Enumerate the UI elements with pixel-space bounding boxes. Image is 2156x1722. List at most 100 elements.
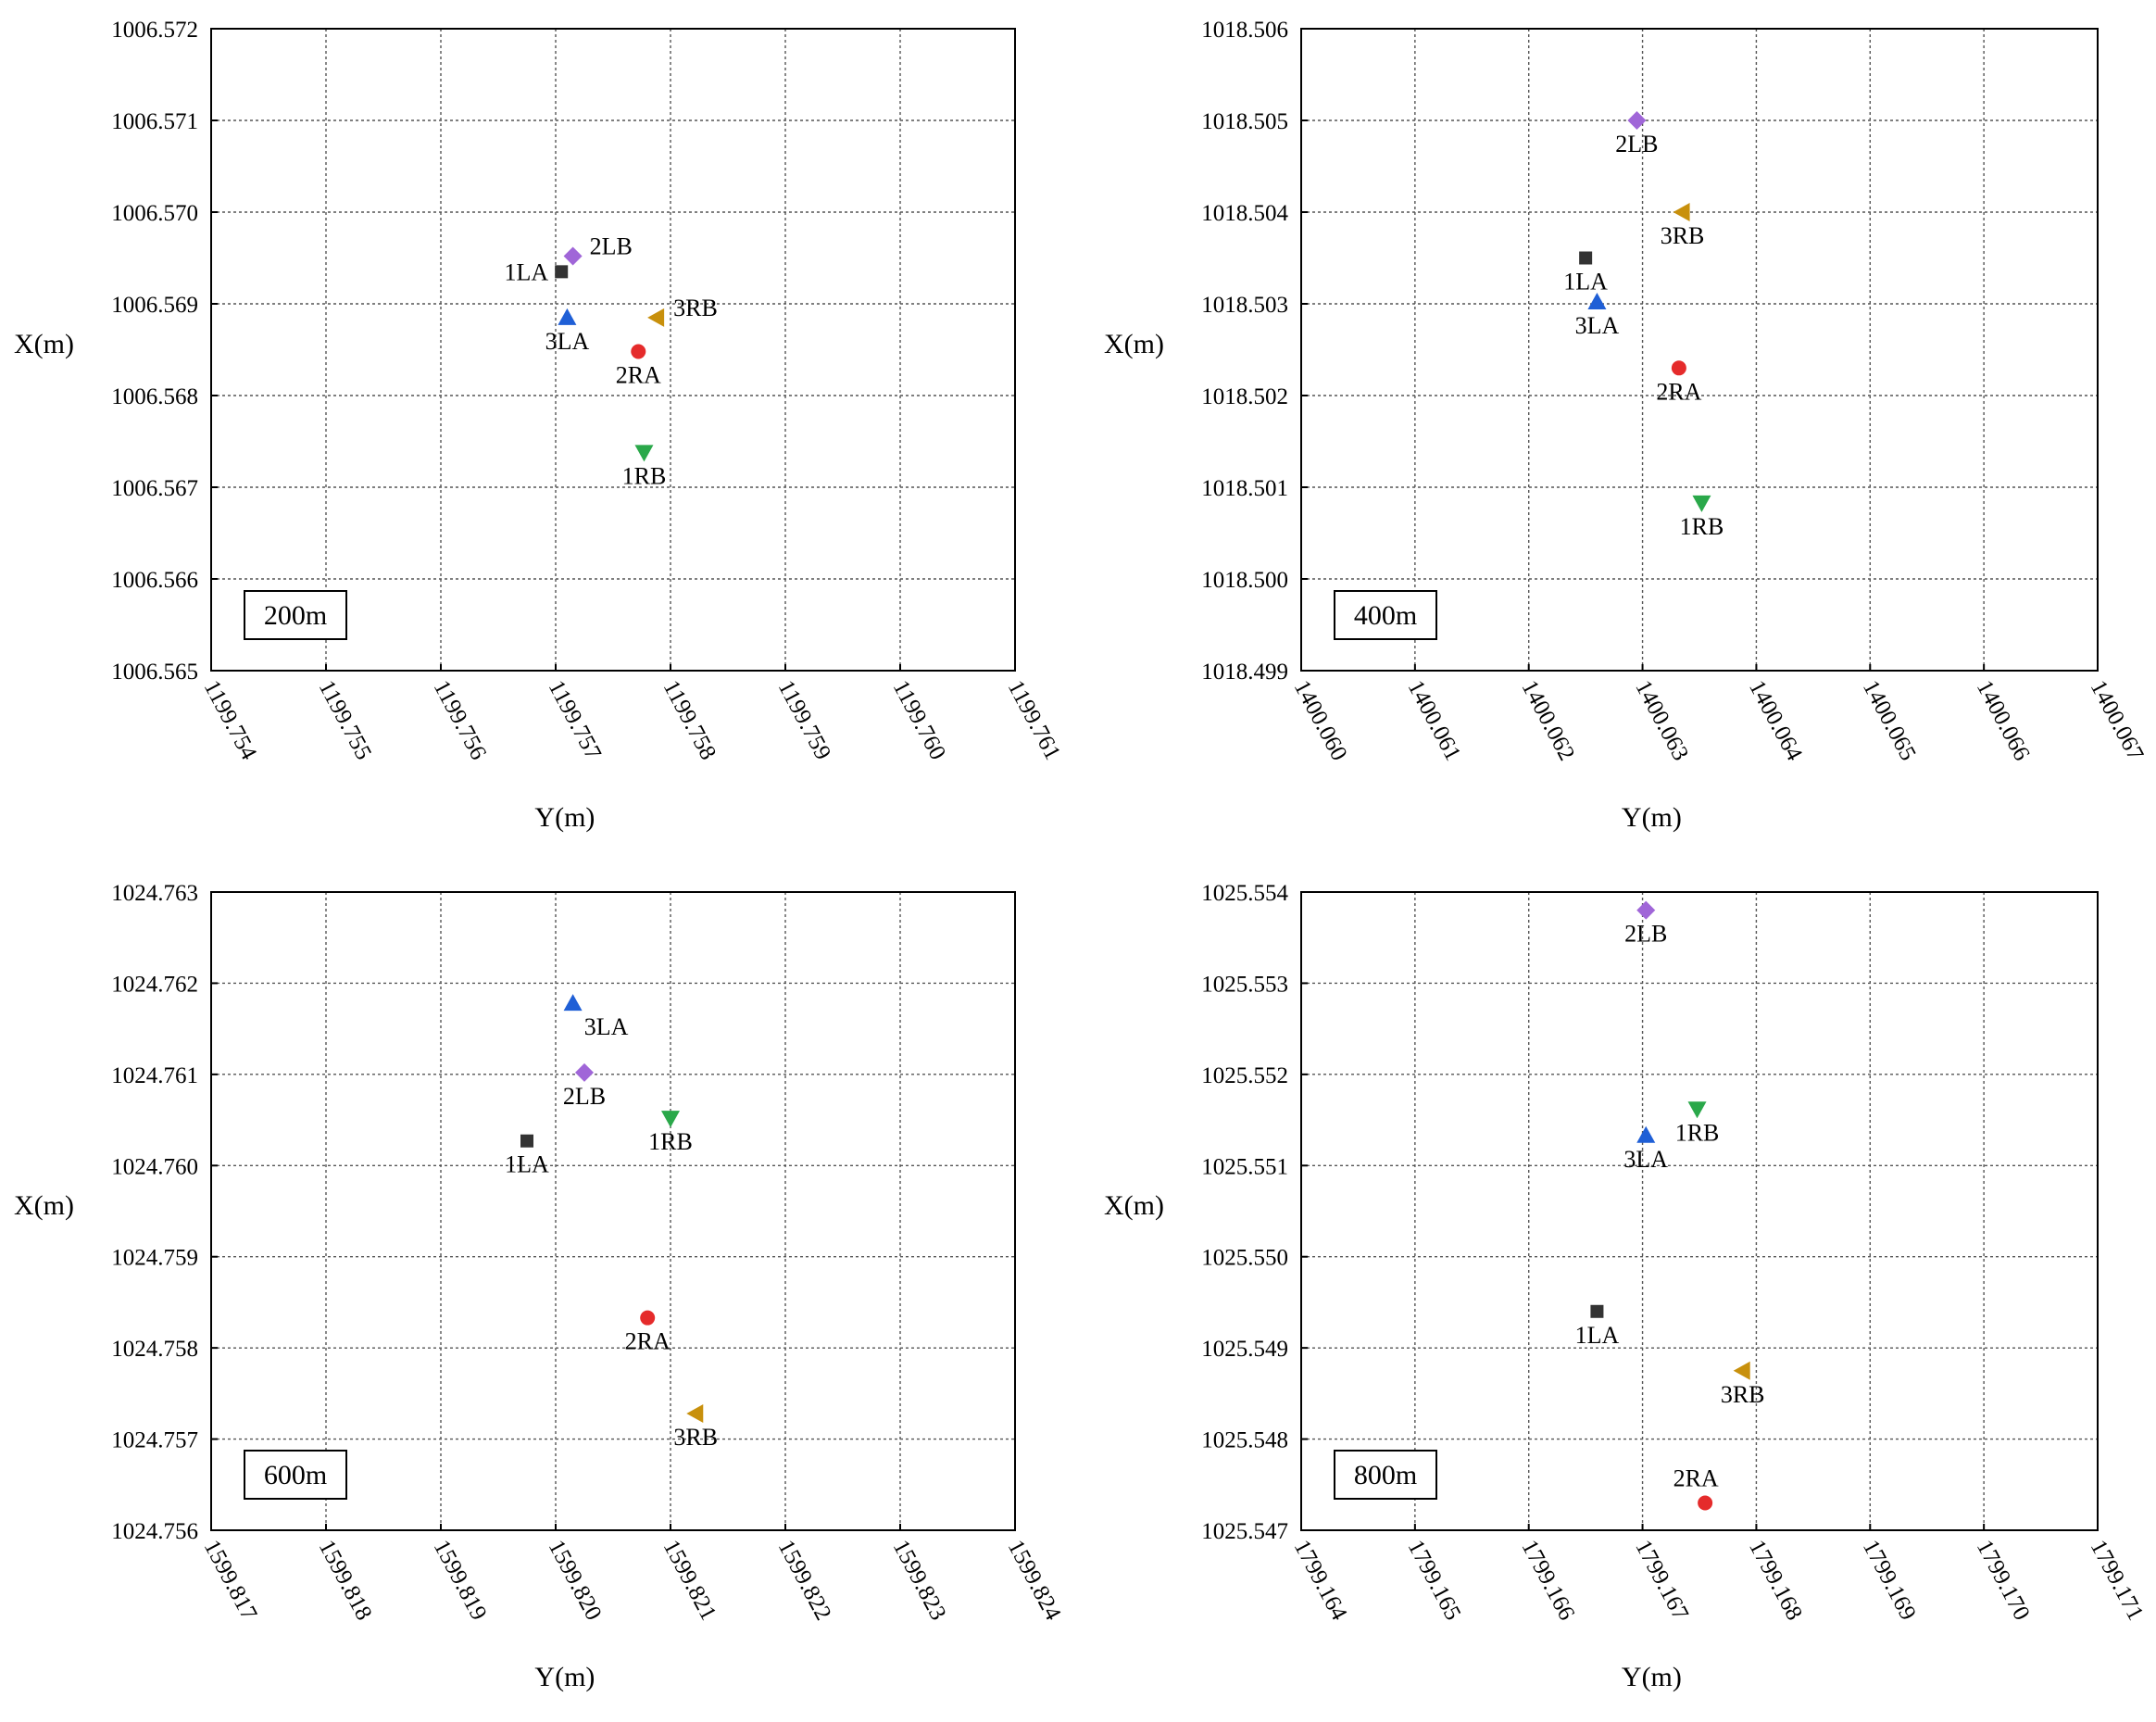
y-axis-label: X(m) [14,1190,74,1221]
data-point-2LB: 2LB [1615,111,1659,157]
marker-square [520,1134,533,1148]
y-tick-label: 1018.504 [1201,201,1288,226]
y-tick-label: 1018.505 [1201,109,1288,134]
data-point-3LA: 3LA [1623,1125,1668,1173]
data-point-1LA: 1LA [1575,1304,1619,1349]
point-label: 1RB [648,1128,693,1155]
panel-label: 200m [264,600,327,631]
point-label: 1RB [1680,513,1724,540]
data-point-3LA: 3LA [545,308,590,355]
x-tick-label: 1599.823 [888,1536,951,1624]
point-label: 2LB [590,233,633,260]
x-tick-label: 1400.067 [2086,676,2149,764]
x-tick-label: 1799.171 [2086,1536,2149,1624]
point-label: 1RB [622,462,667,489]
x-tick-label: 1599.817 [199,1536,262,1624]
y-tick-label: 1025.554 [1201,881,1288,906]
marker-triangle-up [1636,1125,1656,1143]
x-tick-label: 1400.061 [1403,676,1466,764]
y-tick-label: 1018.499 [1201,660,1288,685]
y-tick-label: 1006.567 [111,476,198,501]
point-label: 1LA [505,258,549,285]
data-point-3RB: 3RB [673,1404,718,1451]
marker-triangle-left [647,308,665,327]
x-tick-label: 1199.755 [314,676,376,764]
y-tick-label: 1025.549 [1201,1337,1288,1362]
marker-triangle-left [1733,1361,1750,1380]
marker-triangle-down [1687,1101,1707,1119]
y-tick-label: 1025.548 [1201,1428,1288,1453]
x-tick-label: 1799.165 [1403,1536,1466,1624]
marker-triangle-down [661,1111,680,1128]
x-tick-label: 1199.756 [429,676,491,764]
y-tick-label: 1025.552 [1201,1063,1288,1088]
data-point-2RA: 2RA [1673,1464,1719,1511]
marker-triangle-left [1673,203,1690,221]
x-axis-label: Y(m) [534,1662,595,1692]
y-tick-label: 1006.571 [111,109,198,134]
marker-circle [1671,360,1686,376]
y-tick-label: 1024.762 [111,972,198,997]
panel-label-box [1334,1450,1437,1500]
x-tick-label: 1799.164 [1289,1536,1352,1625]
y-tick-label: 1024.761 [111,1063,198,1088]
point-label: 3RB [1661,222,1705,249]
x-axis-label: Y(m) [1622,802,1682,833]
y-tick-label: 1018.501 [1201,476,1288,501]
marker-diamond [575,1062,594,1082]
x-tick-label: 1599.821 [658,1536,721,1624]
x-tick-label: 1599.824 [1003,1536,1066,1625]
marker-triangle-left [686,1404,704,1424]
y-tick-label: 1024.763 [111,881,198,906]
y-tick-label: 1018.502 [1201,384,1288,409]
point-label: 2RA [1656,378,1701,405]
panel-label-box [244,590,347,640]
y-tick-label: 1025.551 [1201,1154,1288,1179]
data-point-2RA: 2RA [616,344,661,388]
data-point-2LB: 2LB [1624,900,1667,948]
marker-diamond [1636,900,1656,920]
x-tick-label: 1199.760 [888,676,950,764]
y-tick-label: 1018.506 [1201,18,1288,43]
marker-circle [640,1310,656,1326]
y-tick-label: 1025.550 [1201,1246,1288,1271]
x-tick-label: 1799.169 [1858,1536,1921,1624]
y-tick-label: 1024.760 [111,1154,198,1179]
y-tick-label: 1006.569 [111,293,198,318]
point-label: 3LA [545,328,590,355]
panel-label-box [1334,590,1437,640]
y-tick-label: 1024.756 [111,1519,198,1544]
marker-triangle-up [558,308,577,325]
x-tick-label: 1199.761 [1003,676,1065,764]
data-point-2LB: 2LB [563,1062,606,1110]
chart-panel-200m: 1006.565 1006.566 1006.567 1006.568 1006.569… [14,18,1065,833]
y-tick-label: 1018.500 [1201,568,1288,593]
marker-square [555,265,569,279]
point-label: 3RB [673,1424,718,1451]
data-point-1LA: 1LA [505,258,569,285]
point-label: 2RA [616,361,661,388]
y-tick-label: 1006.572 [111,18,198,43]
point-label: 3LA [1575,312,1620,339]
marker-triangle-up [563,994,583,1012]
data-point-1LA: 1LA [505,1134,549,1178]
x-tick-label: 1599.818 [314,1536,377,1624]
point-label: 2RA [1673,1464,1719,1491]
point-label: 1LA [505,1151,549,1178]
data-point-3RB: 3RB [1721,1361,1765,1408]
x-tick-label: 1199.757 [544,676,606,764]
y-tick-label: 1025.553 [1201,972,1288,997]
panel-label: 800m [1354,1460,1417,1490]
marker-triangle-down [1692,495,1711,512]
plot-frame [1300,28,2099,672]
y-axis-label: X(m) [14,329,74,359]
x-tick-label: 1799.166 [1516,1536,1579,1624]
marker-square [1579,251,1593,265]
chart-panel-400m: 1018.499 1018.500 1018.501 1018.502 1018.503… [1104,18,2149,833]
marker-diamond [1627,111,1647,130]
data-point-3LA: 3LA [563,994,629,1040]
y-tick-label: 1006.566 [111,568,198,593]
y-axis-label: X(m) [1104,329,1164,359]
point-label: 1LA [1563,269,1608,295]
